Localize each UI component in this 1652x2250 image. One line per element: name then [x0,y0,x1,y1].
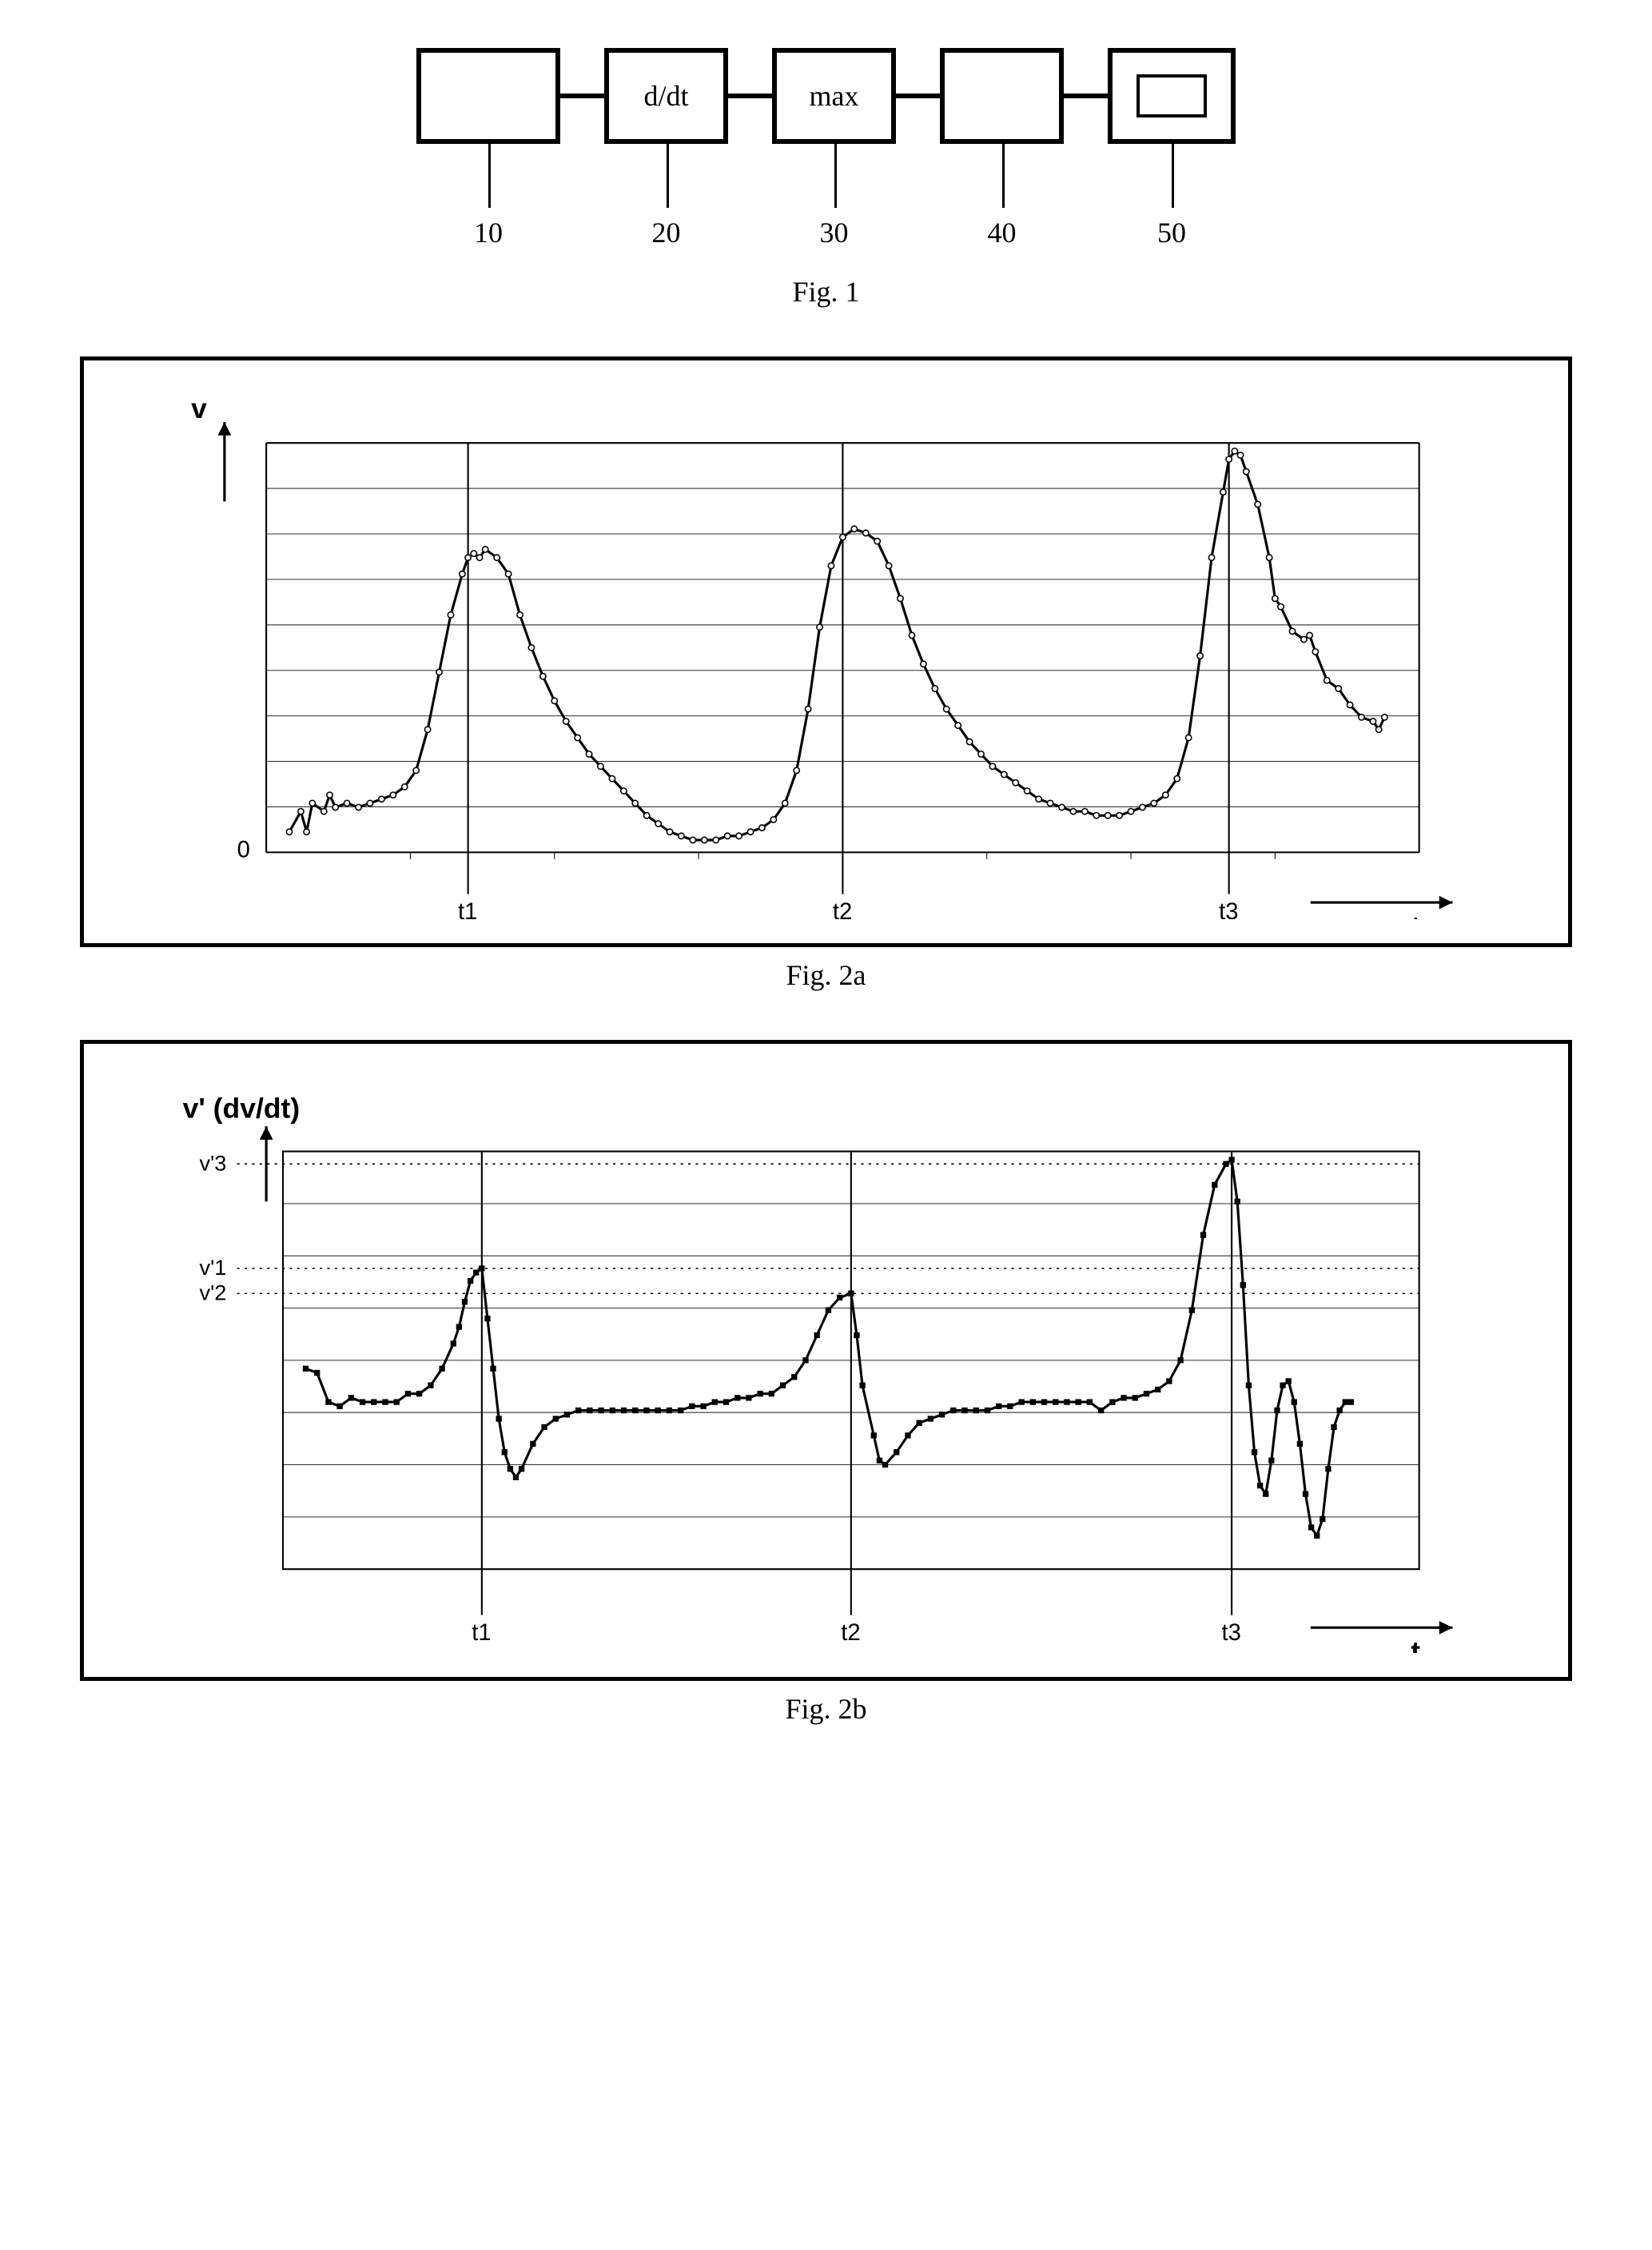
leader-num-10: 10 [474,216,503,249]
svg-text:t3: t3 [1222,1620,1241,1646]
svg-text:v'2: v'2 [200,1280,227,1305]
block-50-inner-rect [1136,74,1208,117]
block-30-label: max [810,79,859,113]
connector-2 [896,94,940,98]
block-40 [940,48,1064,144]
leader-num-30: 30 [820,216,849,249]
svg-text:t2: t2 [841,1620,860,1646]
connector-1 [728,94,772,98]
block-30: max [772,48,896,144]
leader-line-40 [1002,144,1005,208]
block-20: d/dt [604,48,728,144]
leader-num-50: 50 [1157,216,1186,249]
figure-2a: v 0 t t1 t2 t3 Fig. 2a [80,356,1572,992]
figure-2b: v'3 v'1v'2 v' (dv/dt) t t1 t2 t3 Fig. 2b [80,1040,1572,1726]
svg-text:t: t [1411,910,1420,919]
svg-text:t2: t2 [833,899,852,919]
svg-text:t3: t3 [1219,899,1238,919]
block-50 [1108,48,1236,144]
svg-text:0: 0 [237,838,250,863]
fig1-diagram: d/dt max 10 20 30 40 50 [80,48,1572,264]
leader-line-30 [834,144,837,208]
fig2b-panel: v'3 v'1v'2 v' (dv/dt) t t1 t2 t3 [80,1040,1572,1681]
leader-num-20: 20 [652,216,681,249]
figure-1: d/dt max 10 20 30 40 50 Fig. 1 [80,48,1572,309]
connector-0 [560,94,604,98]
leader-line-50 [1172,144,1174,208]
leader-line-20 [667,144,669,208]
svg-text:t1: t1 [472,1620,491,1646]
leader-line-10 [488,144,491,208]
fig2a-chart: v 0 t t1 t2 t3 [116,384,1536,919]
block-10 [416,48,560,144]
fig2a-caption: Fig. 2a [80,958,1572,992]
svg-text:t1: t1 [458,899,477,919]
leader-num-40: 40 [988,216,1017,249]
svg-text:v'3: v'3 [200,1151,227,1176]
connector-3 [1064,94,1108,98]
fig2b-caption: Fig. 2b [80,1692,1572,1726]
block-20-label: d/dt [643,79,688,113]
fig1-caption: Fig. 1 [80,275,1572,309]
svg-text:v: v [191,392,207,424]
fig2a-panel: v 0 t t1 t2 t3 [80,356,1572,947]
svg-text:v' (dv/dt): v' (dv/dt) [183,1093,301,1125]
svg-text:t: t [1411,1635,1420,1653]
svg-text:v'1: v'1 [200,1255,227,1280]
fig2b-chart: v'3 v'1v'2 v' (dv/dt) t t1 t2 t3 [116,1068,1536,1653]
